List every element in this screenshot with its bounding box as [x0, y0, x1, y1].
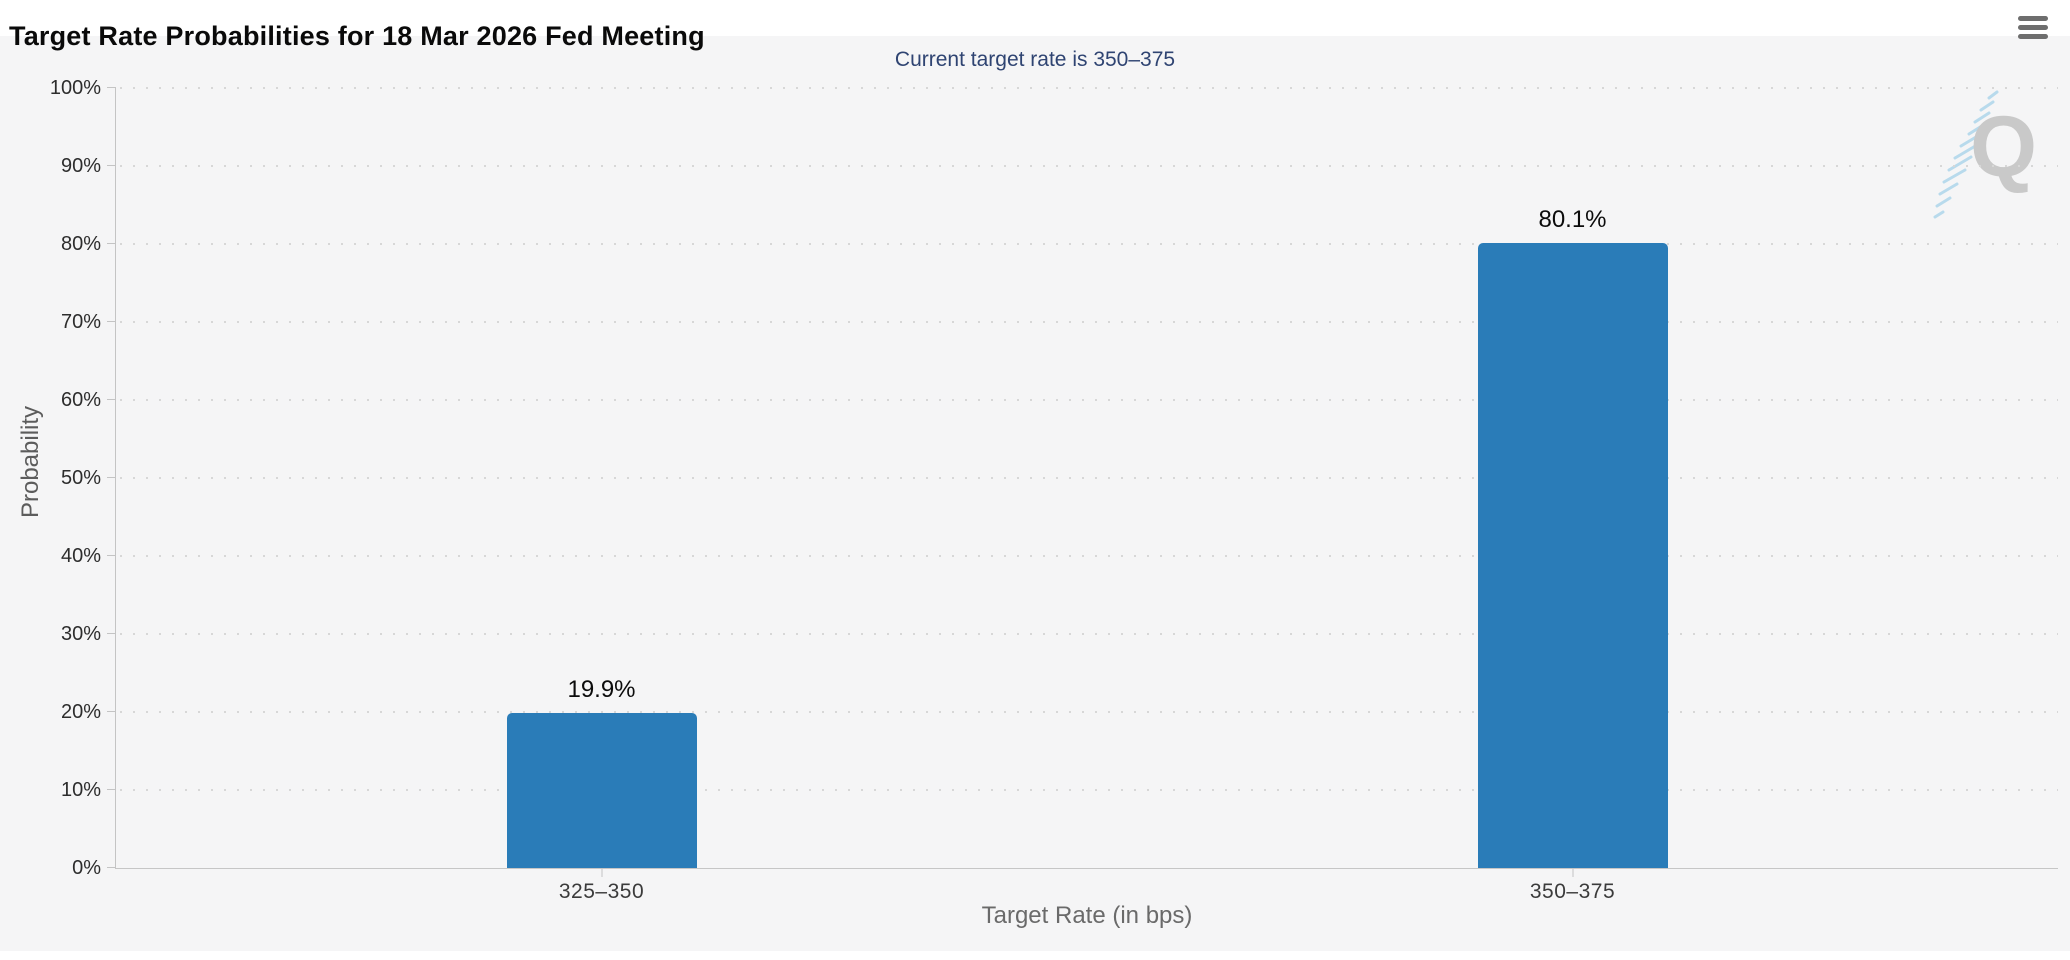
y-tick-label: 100% — [49, 77, 101, 99]
y-tick-label: 80% — [60, 233, 101, 255]
y-gridline — [120, 789, 2058, 791]
chart-title: Target Rate Probabilities for 18 Mar 202… — [9, 21, 705, 52]
probability-bar[interactable] — [506, 712, 697, 868]
y-tick-label: 20% — [60, 701, 101, 723]
y-tick-mark — [107, 867, 116, 868]
y-gridline — [120, 555, 2058, 557]
y-tick-mark — [107, 555, 116, 556]
chart-panel-background — [0, 36, 2070, 951]
menu-icon[interactable] — [2018, 16, 2048, 40]
menu-bar-bottom — [2018, 34, 2048, 39]
x-category-label: 325–350 — [558, 880, 645, 903]
y-axis-title: Probability — [17, 406, 44, 519]
probability-bar[interactable] — [1477, 243, 1668, 868]
x-tick-mark — [601, 868, 602, 877]
y-tick-label: 60% — [60, 389, 101, 411]
y-tick-mark — [107, 711, 116, 712]
chart-subtitle: Current target rate is 350–375 — [894, 48, 1176, 71]
y-gridline — [120, 243, 2058, 245]
y-tick-mark — [107, 399, 116, 400]
y-gridline — [120, 87, 2058, 89]
y-gridline — [120, 633, 2058, 635]
bar-value-label: 80.1% — [1538, 206, 1607, 234]
y-tick-label: 40% — [60, 545, 101, 567]
bar-value-label: 19.9% — [567, 675, 636, 703]
y-tick-mark — [107, 633, 116, 634]
y-tick-label: 30% — [60, 623, 101, 645]
y-tick-mark — [107, 165, 116, 166]
y-tick-mark — [107, 321, 116, 322]
menu-bar-top — [2018, 16, 2048, 21]
y-tick-label: 70% — [60, 311, 101, 333]
y-tick-mark — [107, 789, 116, 790]
x-axis-title: Target Rate (in bps) — [981, 902, 1193, 929]
menu-bar-middle — [2018, 25, 2048, 30]
y-tick-mark — [107, 477, 116, 478]
y-gridline — [120, 165, 2058, 167]
y-tick-label: 0% — [72, 857, 101, 879]
x-tick-mark — [1572, 868, 1573, 877]
x-category-label: 350–375 — [1529, 880, 1616, 903]
plot-area: Probability Target Rate (in bps) 0% 10% 20… — [17, 78, 2058, 929]
y-tick-mark — [107, 243, 116, 244]
y-gridline — [120, 399, 2058, 401]
y-gridline — [120, 711, 2058, 713]
y-gridline — [120, 477, 2058, 479]
y-tick-label: 10% — [60, 779, 101, 801]
y-gridline — [120, 321, 2058, 323]
y-tick-label: 90% — [60, 155, 101, 177]
y-tick-mark — [107, 87, 116, 88]
y-tick-label: 50% — [60, 467, 101, 489]
